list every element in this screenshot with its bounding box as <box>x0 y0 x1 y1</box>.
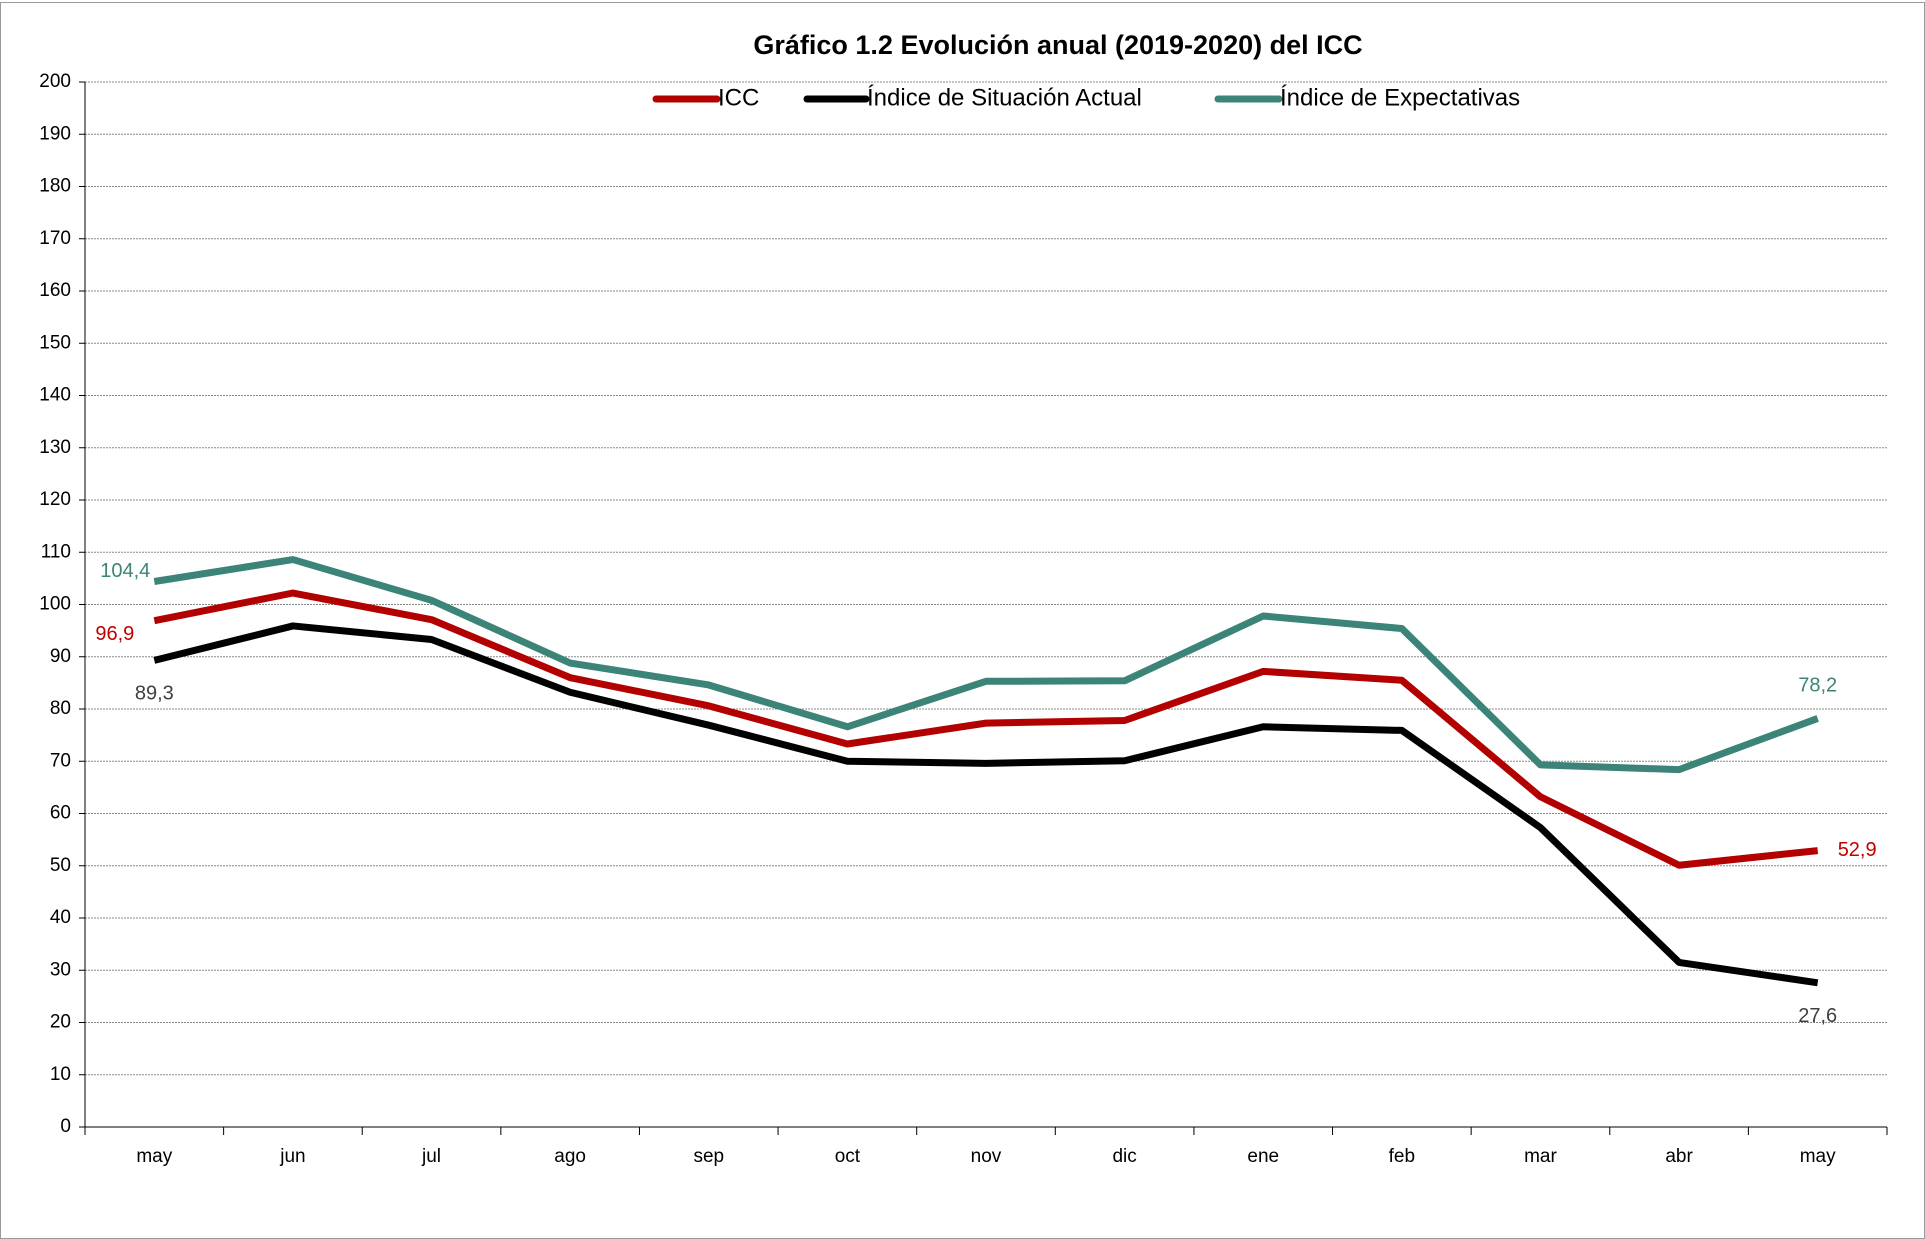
y-tick-label: 100 <box>39 594 71 615</box>
y-tick-label: 140 <box>39 385 71 406</box>
legend-label: Índice de Situación Actual <box>867 84 1142 111</box>
x-tick-label: dic <box>1112 1146 1136 1167</box>
x-tick-label: ago <box>554 1146 586 1167</box>
y-tick-label: 30 <box>50 959 71 980</box>
x-tick-label: abr <box>1665 1146 1693 1167</box>
x-tick-label: sep <box>693 1146 724 1167</box>
legend-label: Índice de Expectativas <box>1280 84 1520 111</box>
legend-label: ICC <box>718 84 759 111</box>
y-tick-label: 80 <box>50 698 71 719</box>
y-tick-label: 120 <box>39 489 71 510</box>
y-tick-label: 180 <box>39 176 71 197</box>
x-tick-label: jul <box>421 1146 441 1167</box>
data-label: 52,9 <box>1838 839 1877 861</box>
y-tick-label: 190 <box>39 123 71 144</box>
x-tick-label: feb <box>1389 1146 1415 1167</box>
x-tick-label: oct <box>835 1146 861 1167</box>
x-tick-label: nov <box>971 1146 1002 1167</box>
data-label: 104,4 <box>100 560 150 582</box>
y-tick-label: 90 <box>50 646 71 667</box>
x-tick-label: jun <box>279 1146 305 1167</box>
y-tick-label: 130 <box>39 437 71 458</box>
y-tick-label: 200 <box>39 71 71 92</box>
x-tick-label: may <box>136 1146 172 1167</box>
data-label: 96,9 <box>95 623 134 645</box>
data-label: 27,6 <box>1798 1005 1837 1027</box>
y-tick-label: 70 <box>50 750 71 771</box>
y-tick-label: 170 <box>39 228 71 249</box>
y-tick-label: 110 <box>41 541 71 562</box>
y-tick-label: 150 <box>39 332 71 353</box>
y-tick-label: 10 <box>50 1064 71 1085</box>
x-tick-label: may <box>1800 1146 1836 1167</box>
series-line <box>153 589 1819 869</box>
legend-box <box>610 83 1584 117</box>
data-label: 89,3 <box>135 683 174 705</box>
y-tick-label: 60 <box>50 803 71 824</box>
x-tick-label: mar <box>1524 1146 1557 1167</box>
y-tick-label: 160 <box>39 280 71 301</box>
y-tick-label: 20 <box>50 1012 71 1033</box>
series-line <box>153 556 1819 774</box>
series-line <box>153 622 1819 987</box>
x-tick-label: ene <box>1247 1146 1279 1167</box>
chart-title: Gráfico 1.2 Evolución anual (2019-2020) … <box>753 30 1362 60</box>
y-tick-label: 0 <box>60 1116 71 1137</box>
data-label: 78,2 <box>1798 675 1837 697</box>
y-tick-label: 50 <box>50 855 71 876</box>
y-tick-label: 40 <box>50 907 71 928</box>
